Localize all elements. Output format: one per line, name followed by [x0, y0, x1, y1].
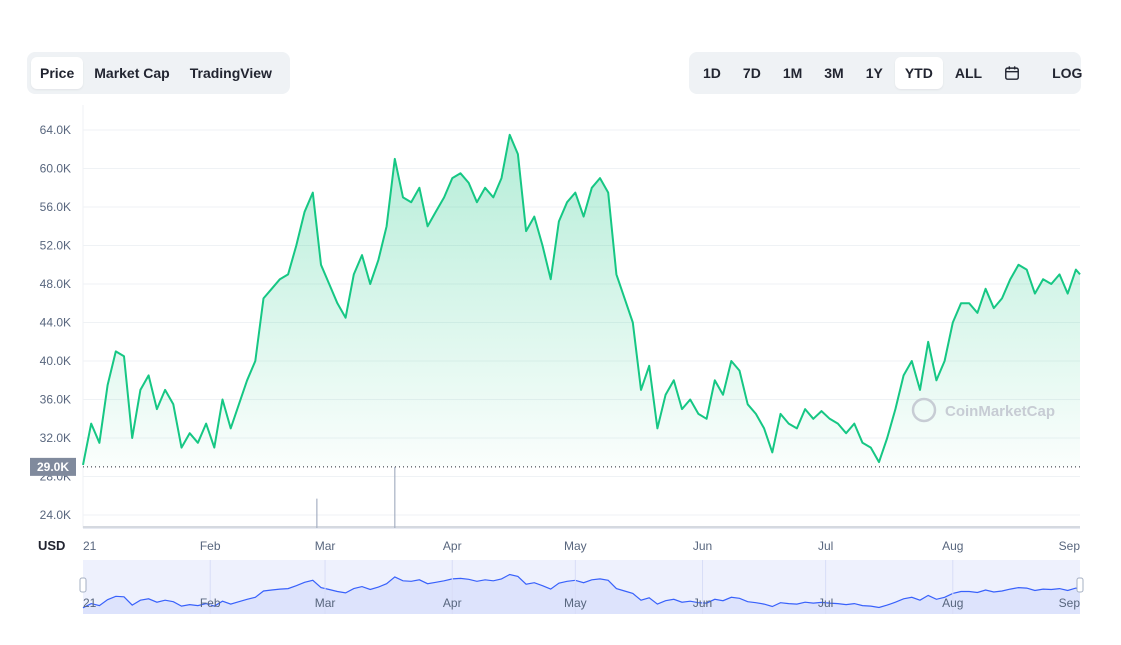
- y-tick-label: 36.0K: [40, 393, 71, 407]
- navigator-line: [82, 573, 1081, 609]
- currency-label: USD: [38, 538, 65, 553]
- volume-baseline: [83, 526, 1080, 528]
- x-tick-label: 21: [83, 539, 97, 553]
- y-tick-label: 52.0K: [40, 239, 71, 253]
- y-tick-label: 56.0K: [40, 200, 71, 214]
- navigator-tick-label: Jul: [818, 596, 833, 610]
- watermark: CoinMarketCap: [911, 397, 1055, 423]
- navigator-tick-label: May: [564, 596, 587, 610]
- y-tick-label: 60.0K: [40, 162, 71, 176]
- navigator-area: [83, 574, 1080, 614]
- range-tab-1d[interactable]: 1D: [703, 65, 721, 81]
- price-line: [82, 133, 1081, 466]
- reference-box: [30, 457, 76, 476]
- y-tick-label: 32.0K: [40, 431, 71, 445]
- tab-market-cap[interactable]: Market Cap: [94, 65, 170, 81]
- navigator-tick-label: Jun: [693, 596, 712, 610]
- log-scale-toggle[interactable]: LOG: [1052, 65, 1083, 81]
- range-tab-7d[interactable]: 7D: [742, 65, 761, 81]
- range-navigator[interactable]: 21 Feb Mar Apr May Jun Jul Aug Sep: [79, 560, 1084, 614]
- range-tab-3m[interactable]: 3M: [824, 65, 844, 81]
- navigator-left-handle[interactable]: [79, 577, 87, 593]
- range-tab-1y[interactable]: 1Y: [865, 65, 883, 81]
- range-tab-ytd[interactable]: YTD: [894, 57, 943, 89]
- calendar-icon[interactable]: [994, 57, 1030, 89]
- x-tick-label: Jul: [818, 539, 833, 553]
- y-tick-label: 48.0K: [40, 277, 71, 291]
- x-tick-label: Feb: [200, 539, 221, 553]
- x-tick-label: Mar: [315, 539, 336, 553]
- x-tick-label: Sep: [1059, 539, 1081, 553]
- navigator-tick-label: Mar: [315, 596, 336, 610]
- x-tick-label: Apr: [443, 539, 462, 553]
- watermark-text: CoinMarketCap: [945, 403, 1055, 420]
- y-axis: 24.0K28.0K32.0K36.0K40.0K44.0K48.0K52.0K…: [40, 123, 71, 522]
- x-tick-label: Jun: [693, 539, 712, 553]
- y-tick-label: 44.0K: [40, 316, 71, 330]
- navigator-tick-label: Feb: [200, 596, 221, 610]
- y-tick-label: 40.0K: [40, 354, 71, 368]
- navigator-tick-label: Apr: [443, 596, 462, 610]
- range-tabs: 1D 7D 1M 3M 1Y YTD ALL LOG: [689, 52, 1082, 94]
- x-axis: 21 Feb Mar Apr May Jun Jul Aug Sep: [83, 539, 1080, 553]
- reference-label: 29.0K: [37, 460, 69, 474]
- range-tab-all[interactable]: ALL: [954, 65, 983, 81]
- tab-tradingview[interactable]: TradingView: [189, 65, 272, 81]
- x-tick-label: Aug: [942, 539, 963, 553]
- chart-type-tabs: Price Market Cap TradingView: [27, 52, 290, 94]
- navigator-tick-label: Sep: [1059, 596, 1081, 610]
- navigator-right-handle[interactable]: [1076, 577, 1084, 593]
- navigator-tick-label: Aug: [942, 596, 963, 610]
- reference-value-box: 29.0K: [30, 457, 76, 476]
- coinmarketcap-logo-icon: [911, 397, 937, 423]
- volume-bars: [83, 466, 1080, 528]
- navigator-tick-label: 21: [83, 596, 97, 610]
- y-tick-label: 24.0K: [40, 508, 71, 522]
- x-tick-label: May: [564, 539, 587, 553]
- tab-price[interactable]: Price: [31, 57, 84, 89]
- y-tick-label: 64.0K: [40, 123, 71, 137]
- price-area: [83, 134, 1080, 467]
- range-tab-1m[interactable]: 1M: [782, 65, 803, 81]
